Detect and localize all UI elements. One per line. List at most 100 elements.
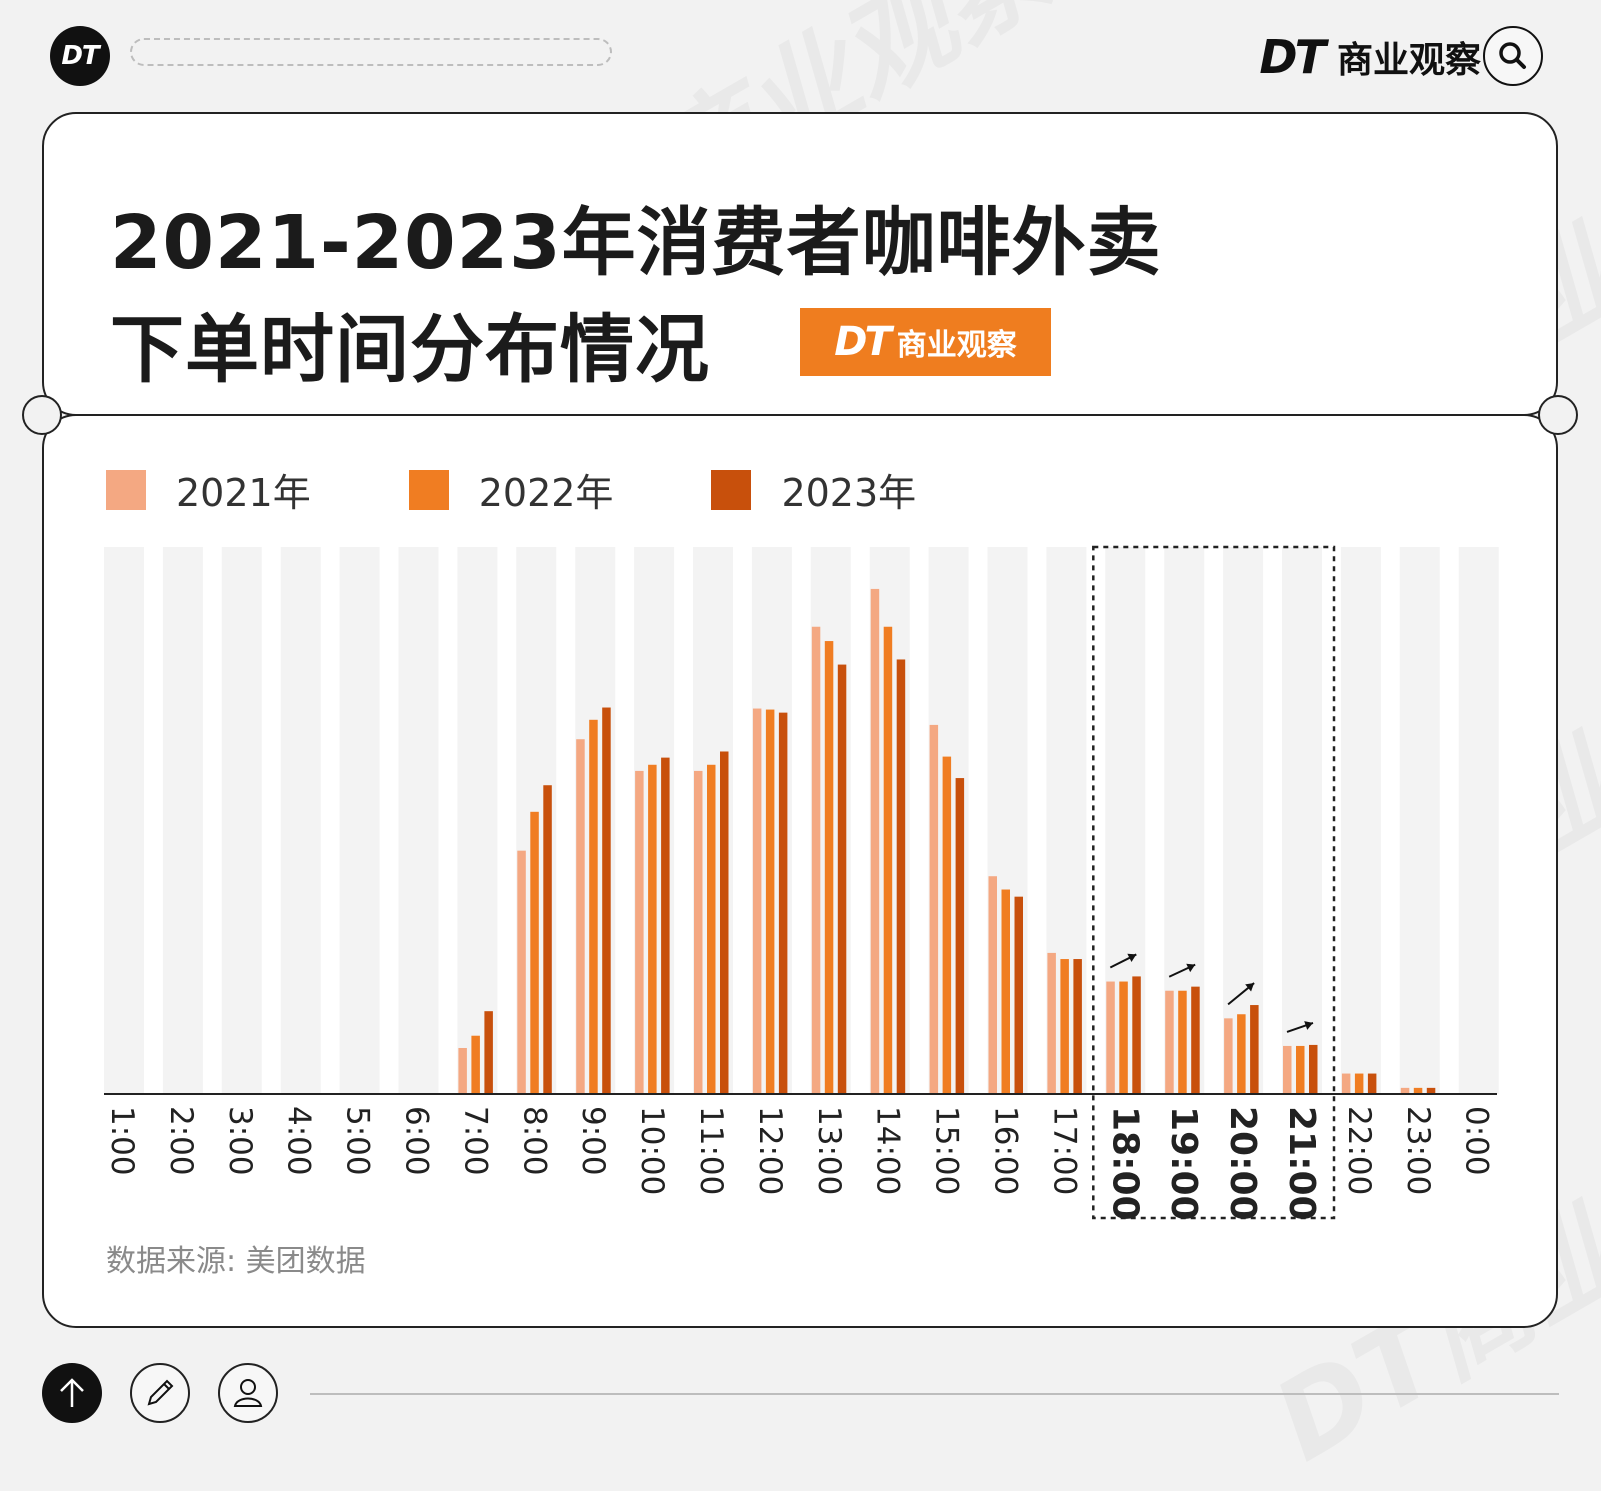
bar <box>824 641 834 1094</box>
bar <box>458 1047 467 1094</box>
bar <box>988 876 997 1094</box>
legend-label-2021: 2021年 <box>176 471 311 515</box>
x-tick-label: 19:00 <box>1163 1106 1204 1221</box>
bar <box>1413 1087 1423 1094</box>
trend-arrowhead <box>1245 983 1255 992</box>
bar <box>955 778 965 1094</box>
pencil-icon <box>147 1379 174 1406</box>
legend-item-2023: 2023年 <box>711 462 916 517</box>
x-tick-label: 15:00 <box>929 1106 965 1195</box>
bar <box>1367 1073 1377 1094</box>
highlight-box <box>1092 545 1336 1220</box>
bar <box>929 724 939 1094</box>
bar <box>752 708 762 1094</box>
bar <box>1354 1073 1364 1094</box>
logo[interactable]: DT <box>50 26 110 86</box>
footer-divider <box>310 1393 1559 1395</box>
card-notch-right <box>1538 395 1578 435</box>
legend-item-2022: 2022年 <box>408 462 614 517</box>
x-tick-label: 18:00 <box>1104 1106 1145 1221</box>
bar <box>1073 959 1082 1094</box>
bar <box>1119 981 1128 1094</box>
title-line-1: 2021-2023年消费者咖啡外卖 <box>110 200 1162 286</box>
bar <box>1001 889 1010 1094</box>
scroll-top-button[interactable] <box>42 1363 102 1423</box>
edit-button[interactable] <box>130 1363 190 1423</box>
brand-name: 商业观察 <box>1336 40 1481 81</box>
bar <box>765 709 775 1094</box>
x-tick-label: 8:00 <box>516 1106 552 1176</box>
bar <box>1250 1005 1259 1094</box>
bar <box>1296 1045 1305 1094</box>
x-tick-label: 22:00 <box>1341 1106 1377 1195</box>
x-tick-label: 20:00 <box>1222 1106 1263 1221</box>
badge-name: 商业观察 <box>896 328 1017 363</box>
x-tick-label: 17:00 <box>1046 1106 1082 1195</box>
bar <box>1283 1045 1292 1094</box>
search-input[interactable] <box>130 38 612 66</box>
trend-arrowhead <box>1127 953 1137 963</box>
x-tick-label: 7:00 <box>457 1106 493 1176</box>
bar <box>576 739 585 1094</box>
bar <box>694 770 703 1094</box>
legend-label-2023: 2023年 <box>781 471 917 515</box>
x-tick-label: 16:00 <box>988 1106 1024 1195</box>
bar <box>1106 981 1115 1094</box>
column-background <box>339 547 380 1094</box>
column-background <box>1340 547 1381 1094</box>
search-button[interactable] <box>1483 26 1543 86</box>
x-tick-label: 21:00 <box>1281 1106 1322 1221</box>
profile-button[interactable] <box>218 1363 278 1423</box>
title-line-2: 下单时间分布情况 <box>110 307 710 394</box>
bar <box>1132 976 1141 1094</box>
legend-swatch-2023 <box>711 469 752 510</box>
bar <box>778 712 788 1094</box>
brand: DT 商业观察 <box>1259 30 1481 84</box>
bar <box>1224 1018 1233 1094</box>
bar <box>707 764 716 1094</box>
trend-arrowhead <box>1304 1021 1313 1030</box>
bar <box>942 756 952 1094</box>
bar <box>1014 896 1023 1094</box>
bar <box>811 626 821 1094</box>
x-tick-label: 3:00 <box>222 1106 258 1176</box>
user-icon <box>233 1379 263 1407</box>
column-background <box>1282 547 1322 1094</box>
bar <box>1400 1087 1410 1094</box>
column-background <box>221 547 262 1094</box>
legend-label-2022: 2022年 <box>478 471 614 515</box>
card-notch-left <box>22 395 62 435</box>
bar <box>883 626 893 1094</box>
bar <box>602 707 611 1094</box>
bar <box>1060 959 1069 1094</box>
bar-chart: 1:00 2:00 3:00 4:00 5:00 6:00 7:00 8:00 9:00 10:0… <box>104 545 1499 1221</box>
column-background <box>104 547 144 1094</box>
bar <box>837 664 847 1094</box>
bar <box>1309 1044 1318 1094</box>
x-tick-label: 6:00 <box>399 1106 435 1176</box>
x-tick-label: 2:00 <box>163 1106 199 1176</box>
page-title: 2021-2023年消费者咖啡外卖 下单时间分布情况 <box>110 190 1162 405</box>
bar <box>543 785 552 1094</box>
bar <box>1426 1087 1436 1094</box>
bar <box>1047 952 1056 1094</box>
bar <box>635 770 644 1094</box>
x-tick-label: 9:00 <box>575 1106 611 1176</box>
bar <box>896 659 906 1094</box>
arrow-up-icon <box>60 1378 84 1407</box>
bar <box>1237 1014 1246 1094</box>
bar <box>870 588 880 1094</box>
trend-arrowhead <box>1186 963 1196 973</box>
bar <box>1165 990 1174 1094</box>
bar <box>589 719 598 1094</box>
bar <box>1178 990 1187 1094</box>
brand-dt: DT <box>1259 30 1326 84</box>
x-tick-label: 12:00 <box>752 1106 788 1195</box>
bar <box>1191 986 1200 1094</box>
x-tick-label: 0:00 <box>1459 1106 1495 1176</box>
x-tick-label: 10:00 <box>634 1106 670 1195</box>
x-tick-label: 1:00 <box>104 1106 140 1176</box>
search-icon <box>1499 42 1526 69</box>
bar <box>720 751 729 1094</box>
legend-swatch-2021 <box>106 469 146 510</box>
